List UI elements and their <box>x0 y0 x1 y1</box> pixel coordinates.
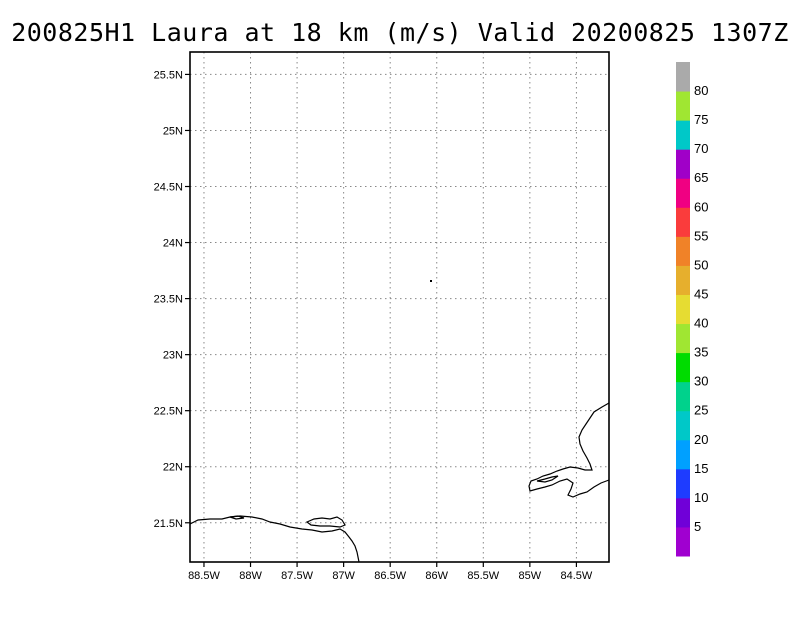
lon-tick-label: 85.5W <box>467 570 499 582</box>
lat-tick-label: 25N <box>163 125 183 137</box>
colorbar-label: 70 <box>694 141 708 156</box>
colorbar-segment <box>676 410 690 441</box>
lat-tick-label: 23.5N <box>154 294 183 306</box>
colorbar-segment <box>676 497 690 528</box>
colorbar-label: 55 <box>694 228 708 243</box>
lat-tick-label: 22N <box>163 462 183 474</box>
lon-tick-label: 85W <box>519 570 542 582</box>
colorbar-segment <box>676 323 690 354</box>
colorbar-label: 60 <box>694 199 708 214</box>
latitude-axis: 25.5N 25N 24.5N 24N 23.5N 23N 22.5N 22N 21.5N <box>154 69 190 530</box>
colorbar-label: 5 <box>694 519 701 534</box>
lon-tick-label: 87W <box>332 570 355 582</box>
colorbar-segment <box>676 381 690 412</box>
colorbar-label: 65 <box>694 170 708 185</box>
colorbar-segment <box>676 265 690 295</box>
colorbar-segment <box>676 207 690 237</box>
colorbar-label: 30 <box>694 374 708 389</box>
colorbar-segment <box>676 439 690 470</box>
lat-tick-label: 24.5N <box>154 182 183 194</box>
plot-frame <box>189 51 610 563</box>
colorbar-label: 80 <box>694 83 708 98</box>
grid-lines <box>190 52 609 562</box>
chart-title: 200825H1 Laura at 18 km (m/s) Valid 2020… <box>11 18 789 47</box>
coastline-yucatan-inner <box>229 515 245 520</box>
colorbar-segment <box>676 149 690 179</box>
lon-tick-label: 86W <box>425 570 448 582</box>
lon-tick-label: 88.5W <box>188 570 220 582</box>
colorbar: 5 10 15 20 25 30 35 40 45 50 55 60 65 70 75 80 <box>676 62 708 557</box>
lat-tick-label: 25.5N <box>154 69 183 81</box>
colorbar-label: 35 <box>694 345 708 360</box>
colorbar-label: 15 <box>694 461 708 476</box>
colorbar-segment <box>676 120 690 150</box>
colorbar-label: 20 <box>694 432 708 447</box>
lon-tick-label: 84.5W <box>561 570 593 582</box>
colorbar-label: 75 <box>694 112 708 127</box>
colorbar-label: 10 <box>694 490 708 505</box>
lat-tick-label: 23N <box>163 350 183 362</box>
coastline-yucatan <box>189 515 360 563</box>
lon-tick-label: 88W <box>239 570 262 582</box>
colorbar-label: 50 <box>694 257 708 272</box>
lon-tick-label: 86.5W <box>374 570 406 582</box>
coastline-yucatan-island <box>305 516 346 528</box>
storm-center-marker <box>430 280 432 282</box>
longitude-axis: 88.5W 88W 87.5W 87W 86.5W 86W 85.5W 85W 84.5W <box>188 562 593 582</box>
colorbar-label: 45 <box>694 286 708 301</box>
lat-tick-label: 21.5N <box>154 518 183 530</box>
lat-tick-label: 22.5N <box>154 406 183 418</box>
colorbar-segment <box>676 468 690 499</box>
colorbar-segment <box>676 62 690 92</box>
colorbar-label: 25 <box>694 403 708 418</box>
lat-tick-label: 24N <box>163 238 183 250</box>
coastline-cuba-inner <box>536 475 559 483</box>
colorbar-segment <box>676 178 690 208</box>
colorbar-segment <box>676 236 690 266</box>
lon-tick-label: 87.5W <box>281 570 313 582</box>
coastlines <box>189 402 610 563</box>
colorbar-segment <box>676 91 690 121</box>
colorbar-label: 40 <box>694 316 708 331</box>
colorbar-segment <box>676 352 690 383</box>
coastline-cuba <box>528 402 610 498</box>
colorbar-segment <box>676 526 690 557</box>
colorbar-segment <box>676 294 690 325</box>
